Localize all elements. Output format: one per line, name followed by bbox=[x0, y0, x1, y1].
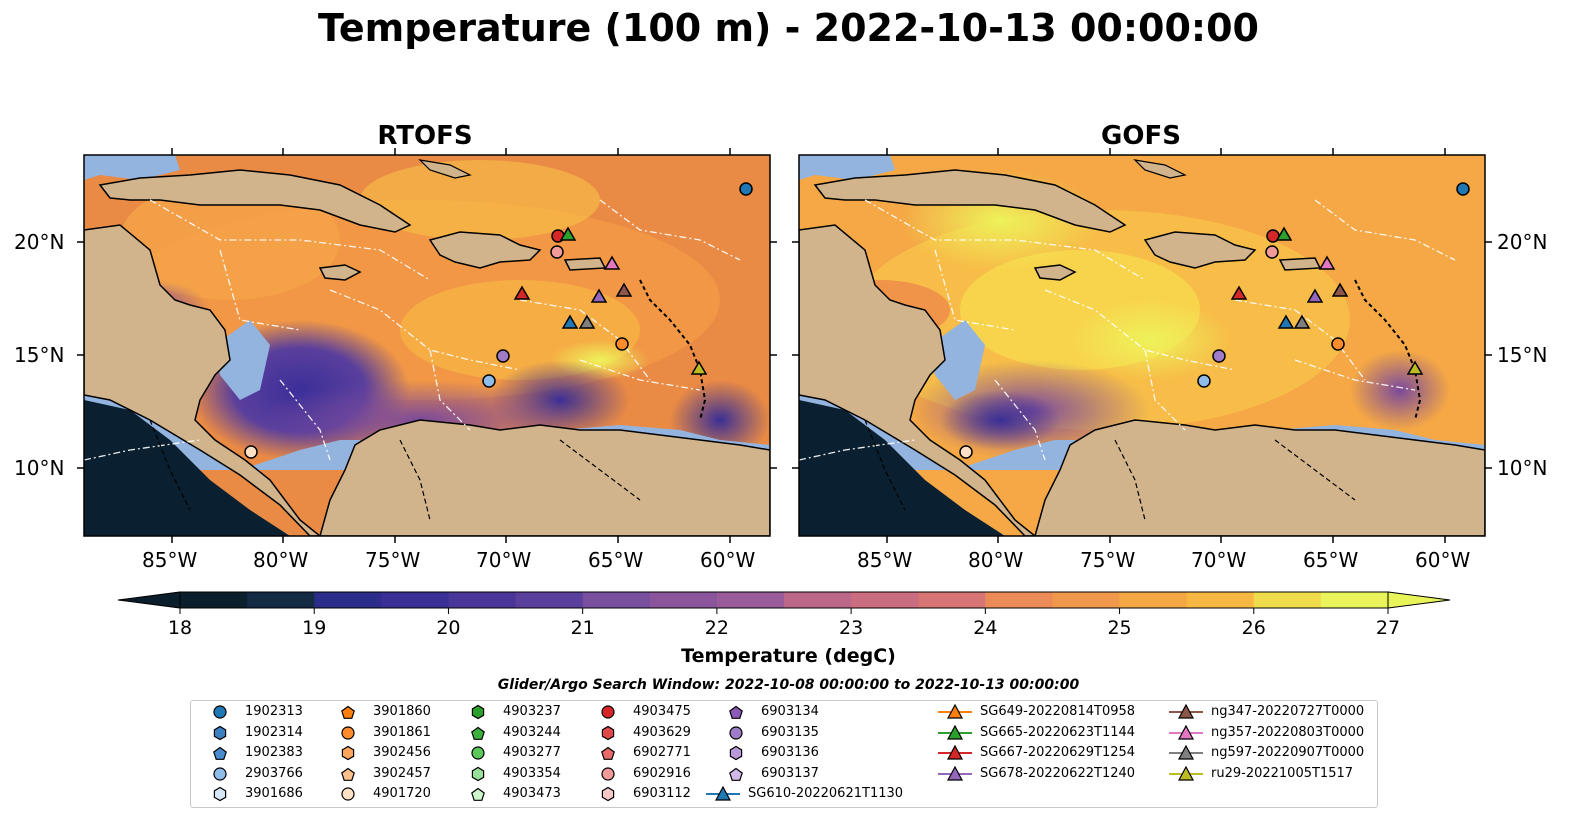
legend-label: 6903135 bbox=[761, 724, 819, 740]
legend-label: SG610-20220621T1130 bbox=[748, 786, 904, 801]
lat-tick-label: 20°N bbox=[1497, 230, 1548, 254]
lon-tick-label: 80°W bbox=[968, 548, 1024, 572]
axis-ticks bbox=[77, 148, 1492, 543]
colorbar-band bbox=[649, 592, 718, 608]
colorbar-band bbox=[1320, 592, 1389, 608]
legend-label: 6903112 bbox=[633, 786, 691, 801]
legend-label: ng347-20220727T0000 bbox=[1211, 704, 1365, 719]
colorbar-band bbox=[918, 592, 986, 608]
lon-tick-label: 60°W bbox=[700, 548, 756, 572]
legend-label: 3902457 bbox=[373, 765, 431, 781]
colorbar-band bbox=[1186, 592, 1255, 608]
panel-title-gofs: GOFS bbox=[1101, 121, 1181, 151]
colorbar-tick-label: 21 bbox=[570, 617, 595, 639]
main-title: Temperature (100 m) - 2022-10-13 00:00:0… bbox=[317, 6, 1259, 50]
lon-tick-label: 60°W bbox=[1415, 548, 1471, 572]
legend-label: SG665-20220623T1144 bbox=[980, 724, 1136, 740]
lon-tick-label: 75°W bbox=[1080, 548, 1136, 572]
colorbar-tick-label: 19 bbox=[302, 617, 327, 639]
legend-label: 4903354 bbox=[503, 765, 561, 781]
legend-label: 4903629 bbox=[633, 724, 691, 740]
legend-label: 4903475 bbox=[633, 704, 691, 719]
legend-label: SG678-20220622T1240 bbox=[980, 765, 1136, 781]
legend: 1902313 1902314 1902383 2903766 3901686 39018… bbox=[190, 700, 1378, 808]
legend-label: 1902314 bbox=[245, 724, 303, 740]
lat-tick-label: 15°N bbox=[14, 343, 65, 367]
lon-tick-label: 85°W bbox=[857, 548, 913, 572]
colorbar-tick-label: 20 bbox=[436, 617, 461, 639]
legend-label: 1902313 bbox=[245, 704, 303, 719]
legend-label: 3901686 bbox=[245, 786, 303, 801]
lon-tick-label: 75°W bbox=[365, 548, 421, 572]
lat-tick-label: 10°N bbox=[14, 456, 65, 480]
colorbar-label: Temperature (degC) bbox=[681, 645, 896, 667]
colorbar-band bbox=[582, 592, 651, 608]
legend-label: ru29-20221005T1517 bbox=[1211, 765, 1354, 781]
lat-tick-label: 15°N bbox=[1497, 343, 1548, 367]
legend-title: Glider/Argo Search Window: 2022-10-08 00… bbox=[497, 677, 1080, 693]
legend-label: 4903277 bbox=[503, 745, 561, 760]
colorbar-tick-label: 23 bbox=[839, 617, 864, 639]
colorbar-band bbox=[985, 592, 1053, 608]
legend-label: 1902383 bbox=[245, 745, 303, 760]
colorbar-tick-label: 25 bbox=[1107, 617, 1132, 639]
legend-label: 4903237 bbox=[503, 704, 561, 719]
colorbar-band bbox=[180, 592, 248, 608]
colorbar-band bbox=[448, 592, 517, 608]
rtofs-map bbox=[84, 155, 770, 536]
legend-label: 6903136 bbox=[761, 745, 819, 760]
colorbar-band bbox=[515, 592, 584, 608]
lat-tick-label: 20°N bbox=[14, 230, 65, 254]
legend-label: 6903134 bbox=[761, 704, 819, 719]
lon-tick-label: 65°W bbox=[588, 548, 644, 572]
legend-label: 4901720 bbox=[373, 786, 431, 801]
panel-title-rtofs: RTOFS bbox=[377, 121, 473, 151]
legend-label: 2903766 bbox=[245, 765, 303, 781]
colorbar-band bbox=[851, 592, 919, 608]
legend-label: SG649-20220814T0958 bbox=[980, 704, 1136, 719]
colorbar-tick-label: 27 bbox=[1375, 617, 1401, 639]
lon-tick-label: 85°W bbox=[142, 548, 198, 572]
legend-label: 3901861 bbox=[373, 724, 431, 740]
colorbar-tick-label: 26 bbox=[1241, 617, 1266, 639]
gofs-map bbox=[799, 155, 1485, 536]
observation-markers bbox=[244, 182, 1470, 459]
legend-label: ng357-20220803T0000 bbox=[1211, 724, 1365, 740]
lat-tick-label: 10°N bbox=[1497, 456, 1548, 480]
lon-tick-label: 65°W bbox=[1303, 548, 1359, 572]
lon-tick-label: 70°W bbox=[476, 548, 532, 572]
colorbar-band bbox=[784, 592, 852, 608]
legend-label: 6902771 bbox=[633, 745, 691, 760]
legend-label: 4903473 bbox=[503, 786, 561, 801]
colorbar-band bbox=[1052, 592, 1121, 608]
legend-label: 3901860 bbox=[373, 704, 431, 719]
colorbar-band bbox=[247, 592, 315, 608]
legend-label: 6902916 bbox=[633, 765, 691, 781]
colorbar-band bbox=[1253, 592, 1322, 608]
lon-tick-label: 80°W bbox=[253, 548, 309, 572]
colorbar-band bbox=[381, 592, 449, 608]
colorbar-tick-label: 22 bbox=[704, 617, 729, 639]
legend-label: ng597-20220907T0000 bbox=[1211, 745, 1365, 760]
legend-label: 4903244 bbox=[503, 724, 561, 740]
colorbar-tick-label: 24 bbox=[973, 617, 998, 639]
colorbar-band bbox=[1119, 592, 1188, 608]
lon-tick-label: 70°W bbox=[1191, 548, 1247, 572]
colorbar bbox=[117, 591, 1451, 614]
colorbar-band bbox=[314, 592, 382, 608]
legend-label: 3902456 bbox=[373, 745, 431, 760]
colorbar-tick-label: 18 bbox=[167, 617, 193, 639]
legend-label: SG667-20220629T1254 bbox=[980, 745, 1136, 760]
legend-label: 6903137 bbox=[761, 765, 819, 781]
colorbar-band bbox=[716, 592, 785, 608]
